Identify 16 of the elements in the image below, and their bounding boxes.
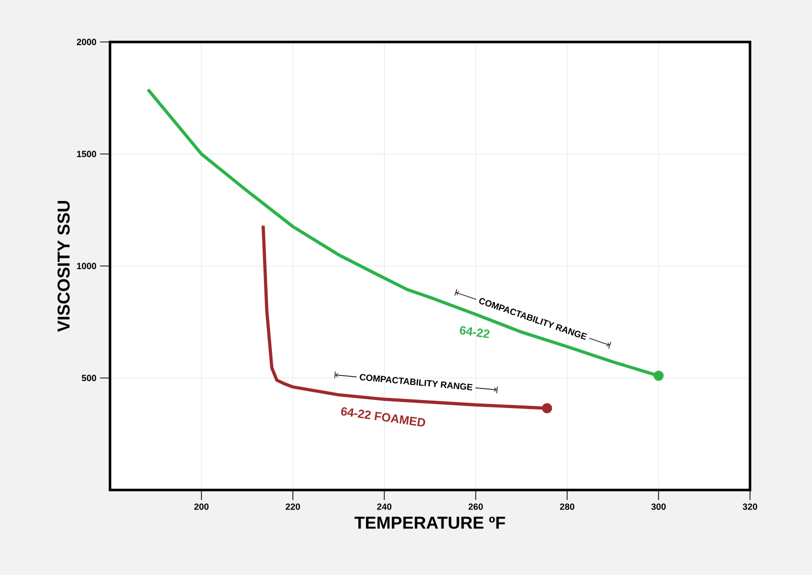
y-tick-label: 2000 bbox=[76, 38, 96, 46]
x-tick-label: 240 bbox=[377, 504, 392, 510]
y-tick-label: 1000 bbox=[77, 262, 96, 270]
text: 64-22 FOAMED bbox=[341, 407, 426, 426]
x-axis-title: TEMPERATURE ºF bbox=[354, 516, 506, 529]
y-axis-title: VISCOSITY SSU bbox=[58, 201, 70, 332]
annotation: COMPACTABILITY RANGE bbox=[360, 374, 472, 390]
x-tick-label: 200 bbox=[194, 504, 209, 510]
y-tick-label: 1500 bbox=[77, 150, 96, 158]
x-tick-label: 260 bbox=[468, 504, 483, 510]
x-tick-label: 280 bbox=[560, 504, 574, 510]
x-tick-label: 220 bbox=[286, 504, 300, 510]
y-tick-label: 500 bbox=[82, 374, 96, 382]
x-tick-label: 300 bbox=[651, 504, 666, 510]
text: 64-22 bbox=[460, 326, 490, 338]
x-tick-label: 320 bbox=[742, 504, 758, 510]
